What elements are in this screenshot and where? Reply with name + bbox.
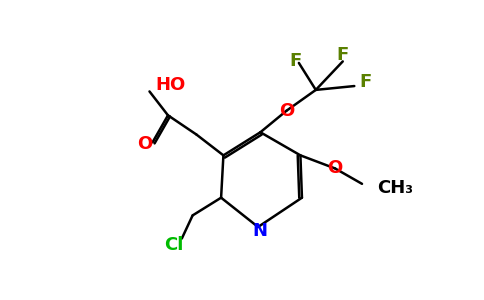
Text: CH₃: CH₃ xyxy=(378,179,413,197)
Text: HO: HO xyxy=(156,76,186,94)
Text: N: N xyxy=(253,222,268,240)
Text: O: O xyxy=(137,135,152,153)
Text: F: F xyxy=(289,52,301,70)
Text: O: O xyxy=(279,102,294,120)
Text: O: O xyxy=(328,159,343,177)
Text: F: F xyxy=(337,46,349,64)
Text: Cl: Cl xyxy=(165,236,184,254)
Text: F: F xyxy=(360,73,372,91)
